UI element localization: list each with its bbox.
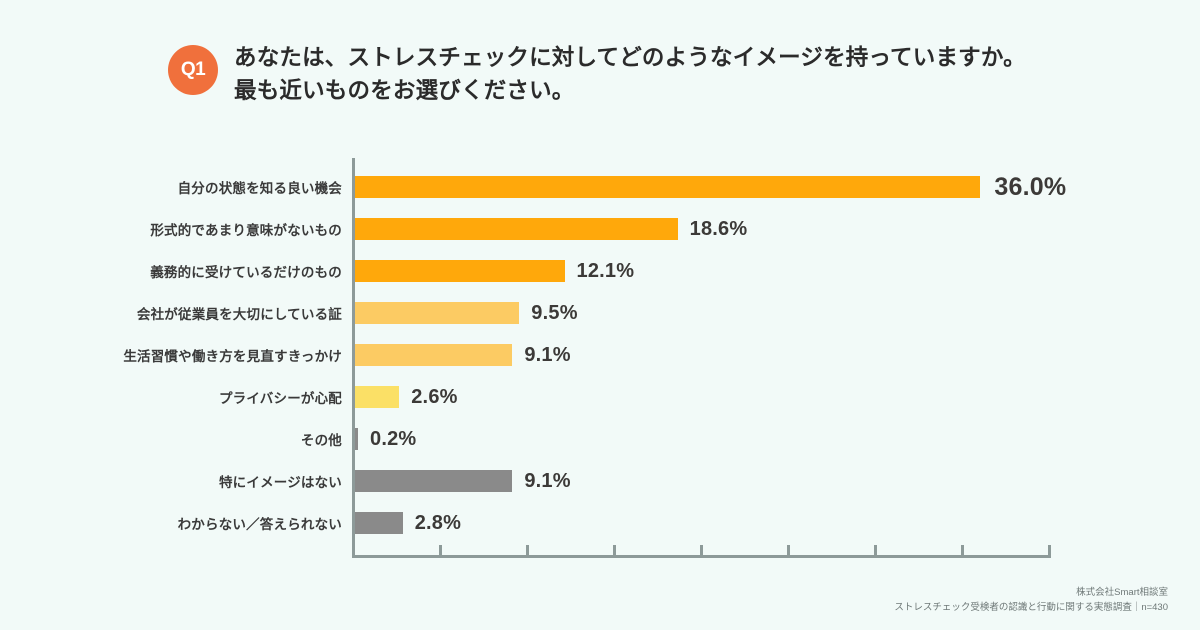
chart-bar-row: その他 0.2% [0,420,1200,458]
source-company: 株式会社Smart相談室 [1076,586,1168,598]
x-tick [787,545,790,558]
chart-bar-row: わからない／答えられない 2.8% [0,504,1200,542]
source-survey: ストレスチェック受検者の認識と行動に関する実態調査｜n=430 [894,602,1168,614]
bar-value-label: 2.6% [411,385,458,408]
bar [354,386,400,408]
category-label: 会社が従業員を大切にしている証 [136,307,342,322]
bar-group: 12.1% [354,252,634,290]
bar-group: 18.6% [354,210,747,248]
bar [354,344,513,366]
chart-bar-row: プライバシーが心配 2.6% [0,378,1200,416]
chart-bar-row: 特にイメージはない 9.1% [0,462,1200,500]
plot-area [352,158,1051,558]
chart-bar-row: 義務的に受けているだけのもの 12.1% [0,252,1200,290]
bar-value-label: 2.8% [414,511,462,534]
x-tick [352,545,355,558]
x-tick [874,545,877,558]
category-label: その他 [300,433,342,448]
bar-value-label: 0.2% [370,427,417,450]
question-header: Q1 あなたは、ストレスチェックに対してどのようなイメージを持っていますか。 最… [168,42,1026,107]
category-label: 生活習慣や働き方を見直すきっかけ [123,349,342,364]
question-number-badge: Q1 [168,45,218,95]
chart-bar-row: 自分の状態を知る良い機会 36.0% [0,168,1200,206]
bar-group: 0.2% [354,420,416,458]
bar-value-label: 12.1% [576,259,635,282]
chart-bar-row: 会社が従業員を大切にしている証 9.5% [0,294,1200,332]
category-label: 形式的であまり意味がないもの [150,223,342,238]
bar-group: 2.6% [354,378,458,416]
bar-group: 9.1% [354,336,571,374]
bar-group: 9.5% [354,294,578,332]
x-tick [613,545,616,558]
bar [354,512,403,534]
chart-bar-row: 形式的であまり意味がないもの 18.6% [0,210,1200,248]
x-tick [1048,545,1051,558]
bar-value-label: 36.0% [994,172,1067,201]
category-label: 義務的に受けているだけのもの [150,265,342,280]
bar-value-label: 9.1% [524,469,571,492]
chart-bar-row: 生活習慣や働き方を見直すきっかけ 9.1% [0,336,1200,374]
bar-value-label: 9.5% [531,301,578,324]
y-axis [352,158,355,558]
bar [354,302,520,324]
bar [354,260,565,282]
bar-chart: 自分の状態を知る良い機会 36.0% 形式的であまり意味がないもの 18.6% 義務的に… [0,150,1200,570]
category-label: プライバシーが心配 [218,391,342,406]
bar [354,428,358,450]
category-label: わからない／答えられない [177,517,342,532]
bar [354,470,513,492]
bar [354,176,981,198]
x-tick [700,545,703,558]
bar-group: 2.8% [354,504,461,542]
x-tick [961,545,964,558]
bar-value-label: 9.1% [524,343,571,366]
bar-value-label: 18.6% [689,217,748,240]
category-label: 自分の状態を知る良い機会 [177,181,342,196]
x-tick [439,545,442,558]
source-note: 株式会社Smart相談室 ストレスチェック受検者の認識と行動に関する実態調査｜n… [894,585,1168,616]
page-title: あなたは、ストレスチェックに対してどのようなイメージを持っていますか。 最も近い… [234,45,1026,103]
category-label: 特にイメージはない [218,475,342,490]
bar-group: 36.0% [354,168,1066,206]
bar-group: 9.1% [354,462,571,500]
x-tick [526,545,529,558]
bar [354,218,678,240]
